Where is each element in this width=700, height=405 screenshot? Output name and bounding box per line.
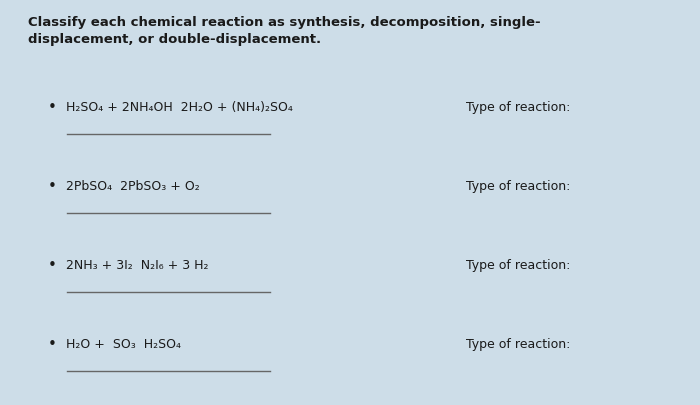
Text: Type of reaction:: Type of reaction: (466, 101, 570, 114)
Text: H₂SO₄ + 2NH₄OH  2H₂O + (NH₄)₂SO₄: H₂SO₄ + 2NH₄OH 2H₂O + (NH₄)₂SO₄ (66, 101, 293, 114)
Text: •: • (48, 337, 57, 352)
Text: Type of reaction:: Type of reaction: (466, 338, 570, 351)
Text: •: • (48, 258, 57, 273)
Text: H₂O +  SO₃  H₂SO₄: H₂O + SO₃ H₂SO₄ (66, 338, 181, 351)
Text: Type of reaction:: Type of reaction: (466, 259, 570, 272)
Text: 2PbSO₄  2PbSO₃ + O₂: 2PbSO₄ 2PbSO₃ + O₂ (66, 180, 200, 193)
Text: •: • (48, 100, 57, 115)
Text: •: • (48, 179, 57, 194)
Text: 2NH₃ + 3I₂  N₂I₆ + 3 H₂: 2NH₃ + 3I₂ N₂I₆ + 3 H₂ (66, 259, 209, 272)
Text: Type of reaction:: Type of reaction: (466, 180, 570, 193)
Text: Classify each chemical reaction as synthesis, decomposition, single-
displacemen: Classify each chemical reaction as synth… (28, 16, 540, 46)
